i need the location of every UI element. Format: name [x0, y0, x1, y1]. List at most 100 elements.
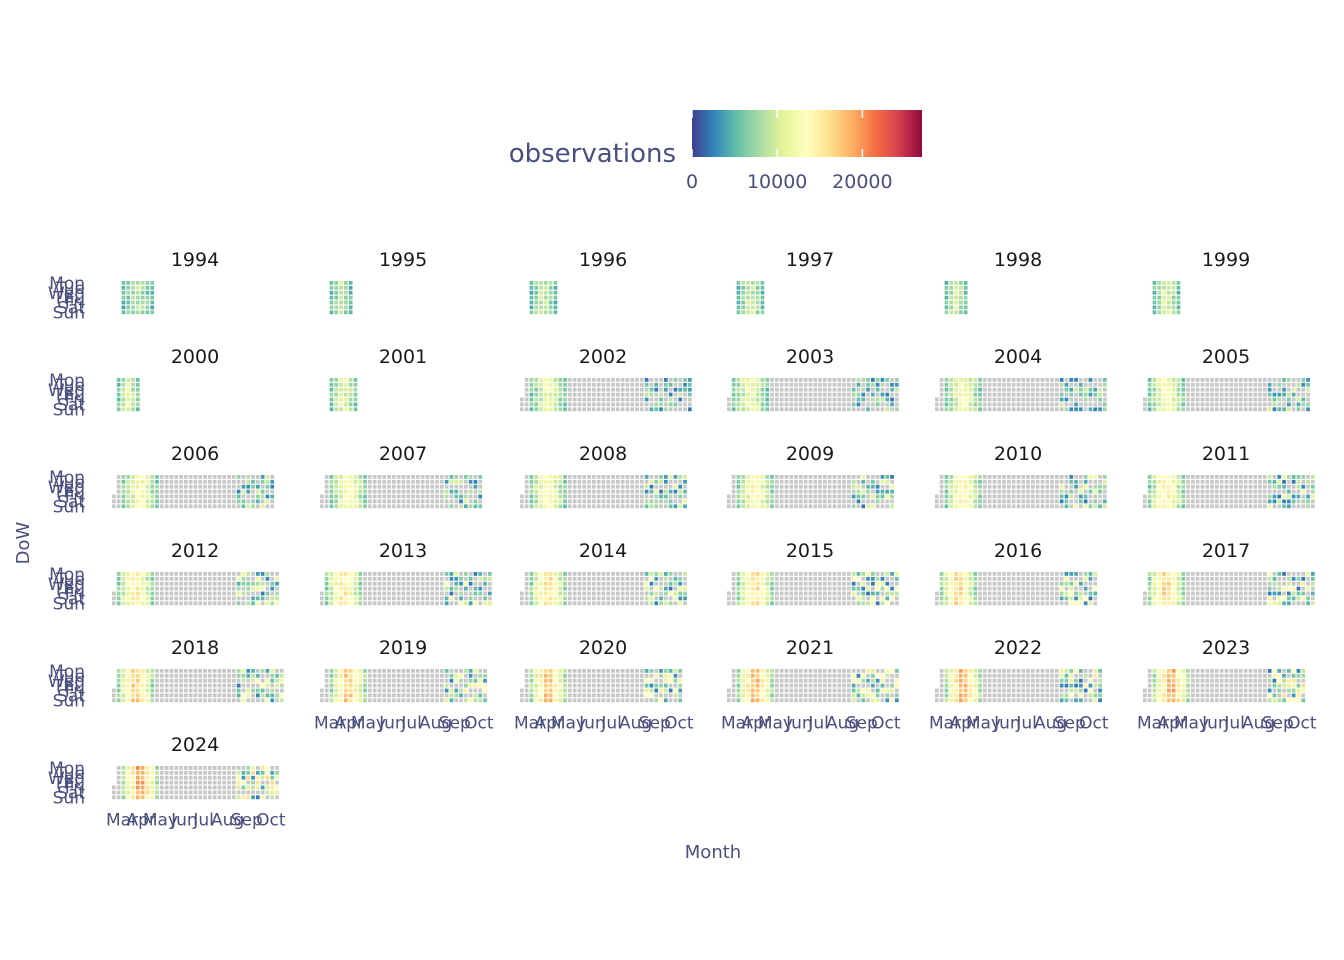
heat-cell: [193, 504, 198, 509]
heat-cell: [150, 693, 155, 698]
heat-cell: [116, 669, 121, 673]
heat-cell: [164, 475, 169, 479]
heat-cell: [880, 499, 885, 504]
heat-cell: [736, 489, 741, 494]
heat-cell: [861, 479, 866, 484]
heat-cell: [126, 407, 131, 412]
heat-cell: [678, 402, 683, 407]
heat-cell: [488, 576, 492, 581]
heat-cell: [203, 499, 207, 504]
heat-cell: [755, 475, 760, 479]
heat-cell: [334, 499, 339, 504]
heat-cell: [625, 499, 630, 504]
heat-cell: [150, 479, 155, 484]
heat-cell: [949, 576, 954, 581]
heat-cell: [751, 484, 755, 489]
heat-cell: [1176, 300, 1181, 305]
heat-cell: [131, 397, 135, 402]
heat-cell: [1243, 591, 1248, 596]
heat-cell: [377, 479, 382, 484]
heat-cell: [1186, 504, 1190, 509]
heat-cell: [890, 494, 894, 499]
heat-cell: [1059, 475, 1064, 479]
heat-cell: [847, 489, 851, 494]
heat-cell: [368, 504, 372, 509]
heat-cell: [473, 475, 478, 479]
heat-cell: [524, 475, 529, 479]
heat-cell: [1311, 586, 1315, 591]
heat-cell: [1243, 397, 1248, 402]
heat-cell: [1301, 475, 1306, 479]
heat-cell: [483, 683, 487, 688]
heat-cell: [939, 586, 944, 591]
panel-title: 1995: [379, 249, 427, 271]
heat-cell: [832, 596, 837, 601]
heat-cell: [1234, 572, 1238, 576]
heat-cell: [1200, 397, 1205, 402]
heat-cell: [649, 479, 654, 484]
heat-cell: [1055, 504, 1059, 509]
heat-cell: [799, 475, 803, 479]
heat-cell: [668, 591, 673, 596]
heat-cell: [760, 596, 765, 601]
heat-cell: [1229, 484, 1234, 489]
heat-cell: [731, 591, 736, 596]
heat-cell: [827, 402, 832, 407]
heat-cell: [856, 591, 861, 596]
heat-cell: [478, 504, 483, 509]
heat-cell: [649, 596, 654, 601]
heat-cell: [169, 698, 174, 703]
heat-cell: [160, 494, 164, 499]
heat-cell: [587, 494, 591, 499]
heat-cell: [444, 601, 449, 606]
heat-cell: [751, 581, 755, 586]
heat-cell: [188, 688, 193, 693]
heat-cell: [1016, 586, 1021, 591]
heat-cell: [1059, 392, 1064, 397]
heat-cell: [145, 669, 150, 673]
heat-cell: [1162, 290, 1166, 295]
heat-cell: [1059, 596, 1064, 601]
heat-cell: [880, 479, 885, 484]
heat-cell: [616, 397, 620, 402]
heat-cell: [1031, 387, 1035, 392]
heat-cell: [126, 586, 131, 591]
heat-cell: [241, 499, 246, 504]
heat-cell: [746, 402, 750, 407]
heat-cell: [837, 479, 842, 484]
heat-cell: [1026, 586, 1030, 591]
heat-cell: [1040, 392, 1045, 397]
heat-cell: [890, 489, 894, 494]
heat-cell: [435, 489, 439, 494]
heat-cell: [241, 586, 246, 591]
heat-cell: [324, 494, 329, 499]
heat-cell: [596, 397, 601, 402]
heat-cell: [1272, 397, 1277, 402]
heat-cell: [789, 581, 794, 586]
heat-cell: [664, 378, 668, 382]
heat-cell: [524, 678, 529, 683]
heat-cell: [1088, 591, 1093, 596]
heat-cell: [1263, 475, 1267, 479]
heat-cell: [596, 475, 601, 479]
heat-cell: [478, 479, 483, 484]
heat-cell: [1282, 392, 1286, 397]
heat-cell: [1074, 499, 1078, 504]
heat-cell: [155, 581, 159, 586]
heat-cell: [440, 683, 444, 688]
heat-cell: [387, 475, 391, 479]
heat-cell: [473, 504, 478, 509]
heat-cell: [387, 698, 391, 703]
heat-cell: [741, 484, 746, 489]
heat-cell: [188, 572, 193, 576]
heat-cell: [968, 596, 973, 601]
heat-cell: [731, 499, 736, 504]
heat-cell: [208, 576, 212, 581]
heat-cell: [1306, 576, 1310, 581]
heat-cell: [983, 581, 987, 586]
heat-cell: [1186, 601, 1190, 606]
heat-cell: [1059, 489, 1064, 494]
heat-cell: [861, 591, 866, 596]
heat-cell: [592, 392, 596, 397]
heat-cell: [539, 397, 543, 402]
